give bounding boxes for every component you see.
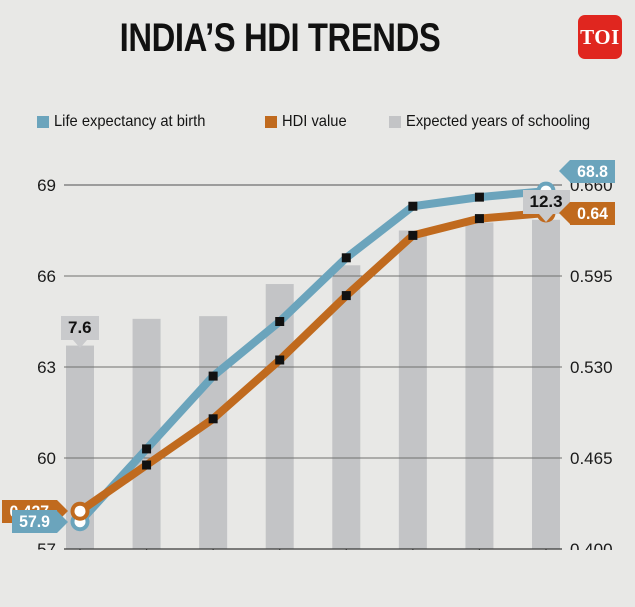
left-axis-tick-label: 69 bbox=[37, 176, 56, 195]
data-point-marker bbox=[275, 317, 285, 326]
legend: Life expectancy at birth HDI value Expec… bbox=[37, 113, 627, 135]
gridlines bbox=[64, 184, 562, 550]
chart-svg: 69666360570.6600.5950.5300.4650.40019901… bbox=[37, 176, 613, 550]
callout-pointer bbox=[57, 510, 69, 533]
legend-item-hdi-value: HDI value bbox=[265, 113, 352, 131]
right-axis-tick-label: 0.400 bbox=[570, 540, 613, 550]
bar bbox=[332, 265, 361, 549]
bar bbox=[465, 222, 494, 549]
left-axis-tick-label: 63 bbox=[37, 358, 56, 377]
left-axis-tick-label: 66 bbox=[37, 267, 56, 286]
bar bbox=[199, 316, 228, 549]
bar bbox=[532, 219, 560, 549]
data-point-marker bbox=[341, 291, 351, 301]
legend-item-life-expectancy: Life expectancy at birth bbox=[37, 113, 219, 131]
bar-series-schooling bbox=[66, 219, 560, 549]
endpoint-dot bbox=[74, 505, 86, 517]
right-axis-tick-label: 0.595 bbox=[570, 267, 613, 286]
left-axis-tick-label: 57 bbox=[37, 540, 56, 550]
markers-hdi-value bbox=[142, 214, 484, 470]
data-point-marker bbox=[341, 253, 351, 263]
legend-label-hdi-value: HDI value bbox=[282, 113, 347, 130]
page-title: INDIA’S HDI TRENDS bbox=[119, 16, 441, 60]
bar bbox=[398, 230, 427, 549]
callout-life-1990: 57.9 bbox=[12, 510, 69, 534]
data-point-marker bbox=[408, 230, 418, 240]
right-axis-tick-label: 0.530 bbox=[570, 358, 613, 377]
chart-plot-area: 69666360570.6600.5950.5300.4650.40019901… bbox=[0, 150, 635, 550]
callout-label: 0.64 bbox=[570, 201, 616, 225]
line-series-life-expectancy bbox=[76, 187, 550, 526]
callout-pointer bbox=[539, 213, 554, 222]
data-point-marker bbox=[474, 192, 484, 202]
markers-life-expectancy bbox=[142, 192, 484, 454]
legend-item-schooling: Expected years of schooling bbox=[389, 113, 606, 131]
endpoint-hdi-1990 bbox=[70, 501, 90, 521]
legend-swatch-life-expectancy bbox=[37, 116, 49, 128]
left-axis-tick-label: 60 bbox=[37, 449, 56, 468]
data-point-marker bbox=[142, 444, 152, 454]
data-point-marker bbox=[208, 414, 218, 424]
data-point-marker bbox=[275, 355, 285, 365]
callout-pointer bbox=[559, 160, 570, 183]
callout-schooling-1990: 7.6 bbox=[61, 315, 99, 348]
right-axis-tick-label: 0.465 bbox=[570, 449, 613, 468]
data-point-marker bbox=[142, 460, 152, 470]
data-point-marker bbox=[408, 201, 418, 211]
toi-logo: TOI bbox=[578, 15, 622, 59]
legend-label-schooling: Expected years of schooling bbox=[406, 113, 591, 130]
legend-label-life-expectancy: Life expectancy at birth bbox=[54, 113, 206, 130]
legend-swatch-schooling bbox=[389, 116, 401, 128]
data-point-marker bbox=[474, 214, 484, 224]
toi-logo-text: TOI bbox=[580, 24, 620, 49]
data-point-marker bbox=[208, 371, 218, 381]
callout-label: 57.9 bbox=[12, 510, 58, 534]
callout-pointer bbox=[559, 202, 570, 224]
callout-pointer bbox=[72, 339, 87, 348]
callout-hdi-2017: 0.64 bbox=[559, 201, 616, 225]
callout-label: 7.6 bbox=[61, 315, 99, 340]
callout-label: 68.8 bbox=[570, 159, 616, 183]
legend-swatch-hdi-value bbox=[265, 116, 277, 128]
axis-labels: 69666360570.6600.5950.5300.4650.40019901… bbox=[37, 176, 612, 550]
callout-life-2017: 68.8 bbox=[559, 159, 616, 183]
line-series-hdi-value bbox=[76, 209, 550, 516]
